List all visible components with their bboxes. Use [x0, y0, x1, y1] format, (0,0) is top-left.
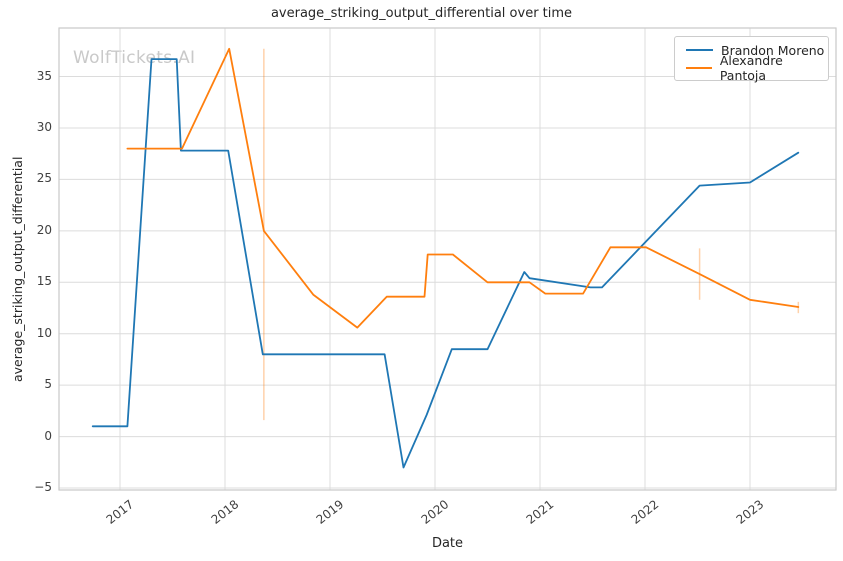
legend-label: Brandon Moreno [721, 42, 825, 58]
y-tick-label: 30 [36, 119, 52, 134]
x-axis-label: Date [431, 536, 464, 551]
watermark: WolfTickets.AI [73, 48, 196, 68]
series-line-brandon-moreno [91, 58, 800, 469]
legend-entry: Brandon Moreno [686, 41, 828, 59]
y-tick-label: −5 [34, 480, 52, 495]
legend: Brandon Moreno Alexandre Pantoja [674, 36, 829, 83]
legend-line-sample-orange [686, 67, 712, 69]
plot-border [58, 27, 837, 491]
y-tick-label: 15 [36, 274, 52, 289]
y-tick-label: 35 [36, 68, 52, 83]
legend-label: Alexandre Pantoja [719, 53, 783, 83]
y-tick-label: 5 [44, 377, 52, 392]
y-tick-label: 20 [36, 222, 52, 237]
y-tick-label: 10 [36, 325, 52, 340]
series-line-alexandre-pantoja [126, 47, 800, 329]
legend-line-sample-blue [686, 49, 713, 51]
chart-title: average_striking_output_differential ove… [270, 6, 573, 21]
legend-entry: Alexandre Pantoja [686, 53, 828, 83]
y-tick-label: 0 [44, 428, 52, 443]
y-tick-label: 25 [36, 171, 52, 186]
y-axis-label: average_striking_output_differential [10, 156, 25, 382]
